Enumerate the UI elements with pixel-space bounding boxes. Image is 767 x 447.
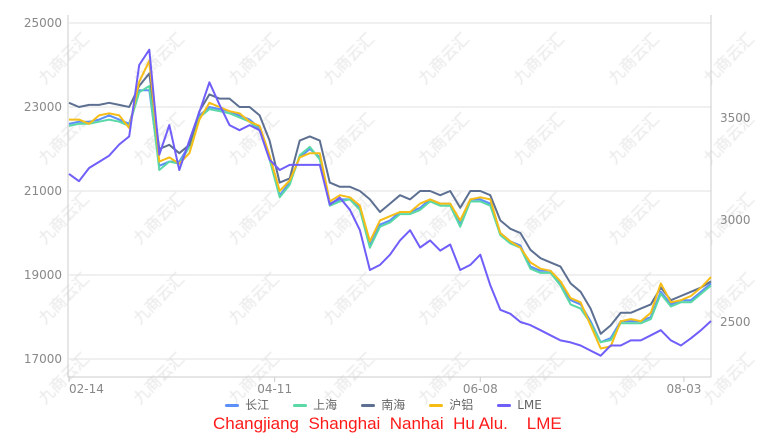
legend-swatch-icon bbox=[225, 403, 240, 407]
legend-item[interactable]: 上海 bbox=[293, 398, 337, 412]
y-left-tick-label: 21000 bbox=[24, 184, 62, 198]
x-tick-label: 08-03 bbox=[666, 382, 701, 396]
legend-swatch-icon bbox=[361, 403, 376, 407]
legend-label: 南海 bbox=[381, 398, 406, 412]
y-left-tick-label: 25000 bbox=[24, 16, 62, 30]
legend-swatch-icon bbox=[293, 403, 308, 407]
y-left-tick-label: 19000 bbox=[24, 268, 62, 282]
legend-item[interactable]: 南海 bbox=[361, 398, 405, 412]
series-lines bbox=[68, 48, 712, 357]
x-tick-label: 06-08 bbox=[463, 382, 498, 396]
series-line-南海 bbox=[68, 72, 712, 335]
grid bbox=[69, 22, 711, 360]
legend-label: LME bbox=[517, 398, 542, 412]
y-right-tick-label: 3500 bbox=[720, 111, 751, 125]
legend: 长江 上海 南海 沪铝 LME bbox=[0, 398, 767, 412]
legend-swatch-icon bbox=[429, 403, 444, 407]
legend-label: 长江 bbox=[245, 398, 270, 412]
legend-caption: Changjiang Shanghai Nanhai Hu Alu. LME bbox=[213, 414, 562, 433]
legend-swatch-icon bbox=[497, 403, 512, 407]
y-left-tick-label: 17000 bbox=[24, 352, 62, 366]
series-line-上海 bbox=[68, 85, 712, 344]
y-right-tick-label: 3000 bbox=[720, 213, 751, 227]
y-right-tick-label: 2500 bbox=[720, 315, 751, 329]
legend-item[interactable]: 沪铝 bbox=[429, 398, 473, 412]
legend-item[interactable]: LME bbox=[497, 398, 542, 412]
legend-item[interactable]: 长江 bbox=[225, 398, 269, 412]
legend-label: 上海 bbox=[313, 398, 338, 412]
y-left-tick-label: 23000 bbox=[24, 100, 62, 114]
series-line-LME bbox=[68, 48, 712, 357]
x-tick-label: 04-11 bbox=[257, 382, 292, 396]
axes: 17000 19000 21000 23000 25000 2500 3000 3500 02-… bbox=[24, 15, 751, 396]
legend-label: 沪铝 bbox=[449, 398, 474, 412]
x-tick-label: 02-14 bbox=[69, 382, 104, 396]
series-line-沪铝 bbox=[69, 59, 712, 350]
